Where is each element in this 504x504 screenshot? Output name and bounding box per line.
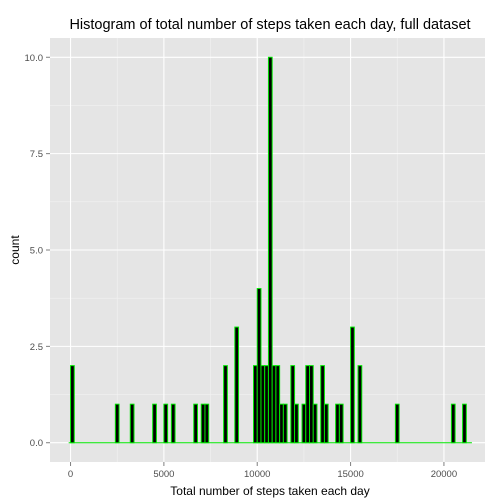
y-tick-label: 0.0 [30, 438, 43, 449]
histogram-bar [129, 403, 135, 444]
histogram-bar [114, 403, 120, 444]
x-tick-label: 10000 [244, 469, 270, 480]
histogram-bar [275, 365, 281, 444]
y-axis-ticks: 0.0 2.5 5.0 7.5 10.0 [25, 53, 50, 449]
y-tick-label: 5.0 [30, 246, 43, 257]
histogram-bar [335, 403, 340, 444]
histogram-bar [320, 365, 325, 444]
histogram-bar [200, 403, 206, 444]
histogram-bars [70, 56, 467, 444]
histogram-bar [301, 403, 307, 444]
histogram-bar [282, 403, 288, 444]
y-tick-label: 10.0 [25, 53, 44, 64]
histogram-bar [309, 365, 314, 444]
histogram-bar [294, 403, 299, 444]
histogram-bar [450, 403, 456, 444]
histogram-bar [260, 365, 266, 444]
x-tick-label: 0 [68, 469, 73, 480]
histogram-bar [256, 288, 262, 444]
histogram-bar [70, 365, 75, 444]
histogram-bar [279, 403, 284, 444]
y-tick-label: 7.5 [30, 149, 43, 160]
histogram-bar [271, 365, 277, 444]
y-axis-title: count [8, 235, 22, 265]
histogram-bar [170, 403, 176, 444]
histogram-bar [193, 403, 198, 444]
histogram-bar [152, 403, 157, 444]
histogram-bar [323, 403, 329, 444]
chart-title: Histogram of total number of steps taken… [69, 17, 470, 33]
histogram-bar [290, 365, 296, 444]
histogram-bar [223, 365, 228, 444]
x-tick-label: 20000 [431, 469, 457, 480]
x-axis-ticks: 0 5000 10000 15000 20000 [68, 462, 457, 480]
histogram-bar [350, 326, 355, 444]
x-tick-label: 5000 [153, 469, 174, 480]
y-tick-label: 2.5 [30, 342, 43, 353]
histogram-bar [394, 403, 400, 444]
histogram-bar [357, 365, 363, 444]
histogram-bar [462, 403, 467, 444]
histogram-bar [312, 403, 318, 444]
histogram-bar [234, 326, 240, 444]
histogram-bar [338, 403, 344, 444]
histogram-bar [264, 365, 269, 444]
histogram-bar [267, 56, 273, 444]
x-axis-title: Total number of steps taken each day [170, 484, 369, 498]
x-tick-label: 15000 [337, 469, 363, 480]
histogram-bar [305, 365, 311, 444]
histogram-bar [252, 365, 258, 444]
histogram-bar [204, 403, 210, 444]
histogram-bar [163, 403, 169, 444]
